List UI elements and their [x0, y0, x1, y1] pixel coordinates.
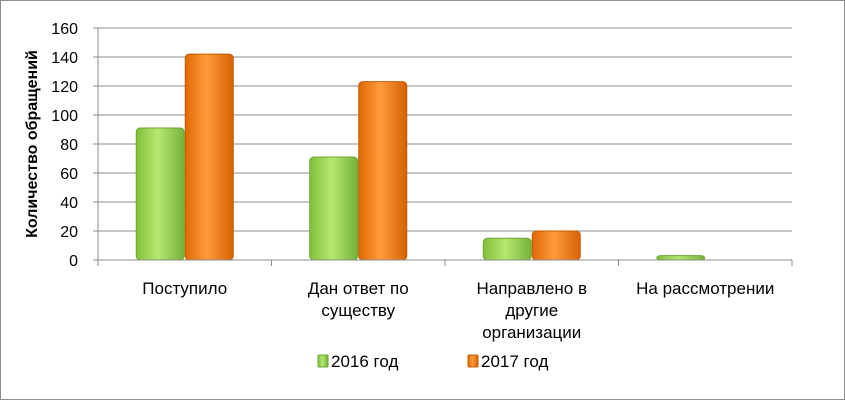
bar [309, 156, 359, 261]
bar [184, 53, 234, 261]
y-tick-label: 0 [69, 253, 78, 270]
category-label: Направлено в другие организации [477, 279, 587, 342]
category-label: Поступило [142, 279, 227, 298]
bar [531, 230, 581, 261]
y-axis-label: Количество обращений [24, 50, 41, 238]
bars [135, 53, 706, 261]
legend-swatch [317, 354, 329, 368]
bar [358, 81, 408, 261]
y-tick-label: 40 [60, 195, 78, 212]
category-label: Дан ответ по существу [308, 279, 409, 320]
y-tick-labels: 0 20 40 60 80 100 120 140 160 [51, 21, 78, 270]
bar [656, 255, 706, 261]
legend-label: 2016 год [331, 352, 398, 371]
axes [97, 28, 793, 266]
y-tick-label: 100 [51, 108, 78, 125]
y-tick-label: 160 [51, 21, 78, 38]
y-tick-label: 60 [60, 166, 78, 183]
y-tick-label: 20 [60, 224, 78, 241]
bar [482, 237, 532, 261]
legend-label: 2017 год [481, 352, 548, 371]
legend: 2016 год 2017 год [317, 352, 548, 371]
legend-swatch [467, 354, 479, 368]
y-tick-label: 140 [51, 50, 78, 67]
category-labels: Поступило Дан ответ по существу Направлено … [142, 279, 774, 342]
y-tick-label: 120 [51, 79, 78, 96]
category-label: На рассмотрении [636, 279, 774, 298]
y-tick-label: 80 [60, 137, 78, 154]
bar [135, 127, 185, 261]
